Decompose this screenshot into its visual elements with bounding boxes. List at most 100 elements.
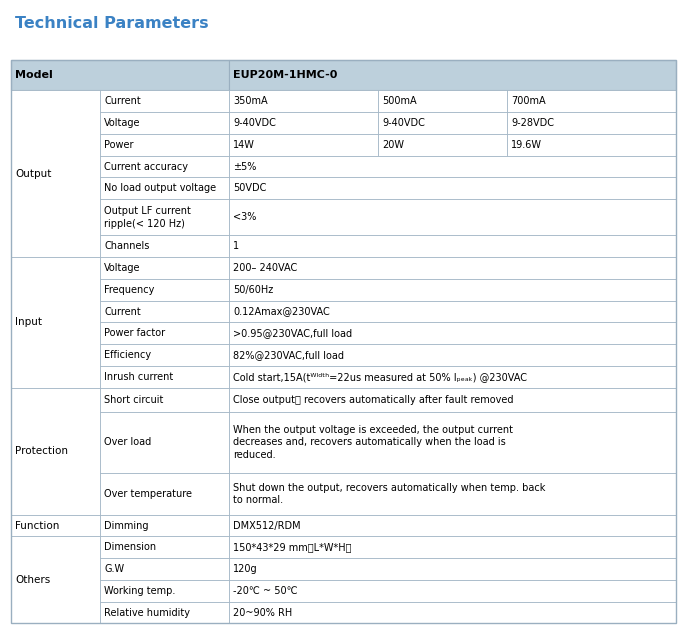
Text: Dimming: Dimming xyxy=(104,521,148,531)
Text: 200– 240VAC: 200– 240VAC xyxy=(234,263,297,273)
Text: Close output， recovers automatically after fault removed: Close output， recovers automatically aft… xyxy=(234,395,514,404)
Text: Shut down the output, recovers automatically when temp. back
to normal.: Shut down the output, recovers automatic… xyxy=(234,483,545,505)
Bar xyxy=(100,199,229,235)
Text: Cold start,15A(tᵂᴵᵈᵗʰ=22us measured at 50% Iₚₑₐₖ) @230VAC: Cold start,15A(tᵂᴵᵈᵗʰ=22us measured at 5… xyxy=(234,372,527,382)
Text: Dimension: Dimension xyxy=(104,542,157,552)
Text: 20W: 20W xyxy=(382,140,404,150)
Bar xyxy=(229,558,676,580)
Text: Channels: Channels xyxy=(104,241,150,251)
Bar xyxy=(229,112,378,134)
Bar xyxy=(11,515,100,536)
Text: 350mA: 350mA xyxy=(234,97,268,106)
Bar xyxy=(229,301,676,322)
Bar xyxy=(229,322,676,345)
Bar xyxy=(100,156,229,177)
Bar xyxy=(229,411,676,473)
Text: >0.95@230VAC,full load: >0.95@230VAC,full load xyxy=(234,328,352,338)
Text: Voltage: Voltage xyxy=(104,263,141,273)
Bar xyxy=(229,515,676,536)
Bar xyxy=(229,134,378,156)
Bar xyxy=(11,60,676,623)
Bar xyxy=(11,90,100,257)
Text: Short circuit: Short circuit xyxy=(104,395,164,404)
Text: EUP20M-1HMC-0: EUP20M-1HMC-0 xyxy=(234,70,337,80)
Bar xyxy=(100,257,229,279)
Bar xyxy=(229,366,676,387)
Bar xyxy=(229,387,676,411)
Text: Current accuracy: Current accuracy xyxy=(104,162,188,172)
Bar xyxy=(229,279,676,301)
Bar xyxy=(507,134,676,156)
Bar xyxy=(100,515,229,536)
Text: Function: Function xyxy=(15,521,60,531)
Bar xyxy=(229,199,676,235)
Bar xyxy=(100,411,229,473)
Bar xyxy=(378,112,507,134)
Bar xyxy=(229,345,676,366)
Bar xyxy=(100,322,229,345)
Bar xyxy=(100,134,229,156)
Text: 50/60Hz: 50/60Hz xyxy=(234,285,273,295)
Text: <3%: <3% xyxy=(234,212,257,222)
Text: Power factor: Power factor xyxy=(104,328,166,338)
Bar xyxy=(100,602,229,623)
Text: Protection: Protection xyxy=(15,446,68,456)
Text: Output LF current
ripple(< 120 Hz): Output LF current ripple(< 120 Hz) xyxy=(104,206,191,228)
Bar xyxy=(100,90,229,112)
Text: -20℃ ~ 50℃: -20℃ ~ 50℃ xyxy=(234,586,298,596)
Bar xyxy=(11,257,100,387)
Text: 20~90% RH: 20~90% RH xyxy=(234,608,293,618)
Bar xyxy=(229,60,676,90)
Bar xyxy=(100,580,229,602)
Text: Frequency: Frequency xyxy=(104,285,155,295)
Text: Current: Current xyxy=(104,307,141,317)
Text: 50VDC: 50VDC xyxy=(234,184,267,193)
Bar xyxy=(100,235,229,257)
Bar xyxy=(229,156,676,177)
Bar xyxy=(100,387,229,411)
Bar xyxy=(100,112,229,134)
Text: 0.12Amax@230VAC: 0.12Amax@230VAC xyxy=(234,307,330,317)
Text: Others: Others xyxy=(15,575,50,585)
Bar xyxy=(229,580,676,602)
Text: G.W: G.W xyxy=(104,564,124,574)
Text: 500mA: 500mA xyxy=(382,97,417,106)
Bar xyxy=(100,301,229,322)
Bar xyxy=(100,558,229,580)
Text: Relative humidity: Relative humidity xyxy=(104,608,190,618)
Bar xyxy=(100,536,229,558)
Text: When the output voltage is exceeded, the output current
decreases and, recovers : When the output voltage is exceeded, the… xyxy=(234,425,513,460)
Bar xyxy=(229,177,676,199)
Text: DMX512/RDM: DMX512/RDM xyxy=(234,521,301,531)
Bar xyxy=(229,536,676,558)
Text: Efficiency: Efficiency xyxy=(104,350,151,360)
Bar xyxy=(100,473,229,515)
Bar xyxy=(229,257,676,279)
Text: Technical Parameters: Technical Parameters xyxy=(15,16,209,32)
Text: Model: Model xyxy=(15,70,53,80)
Text: Power: Power xyxy=(104,140,134,150)
Bar xyxy=(100,345,229,366)
Text: Over load: Over load xyxy=(104,437,151,447)
Bar xyxy=(378,90,507,112)
Text: 9-40VDC: 9-40VDC xyxy=(382,118,425,128)
Text: 9-40VDC: 9-40VDC xyxy=(234,118,276,128)
Text: ±5%: ±5% xyxy=(234,162,257,172)
Text: Current: Current xyxy=(104,97,141,106)
Bar xyxy=(378,134,507,156)
Bar xyxy=(100,177,229,199)
Bar xyxy=(100,366,229,387)
Text: Input: Input xyxy=(15,317,42,327)
Bar xyxy=(507,112,676,134)
Bar xyxy=(229,602,676,623)
Bar xyxy=(11,60,229,90)
Bar xyxy=(100,279,229,301)
Text: Working temp.: Working temp. xyxy=(104,586,176,596)
Text: Inrush current: Inrush current xyxy=(104,372,174,382)
Text: 150*43*29 mm（L*W*H）: 150*43*29 mm（L*W*H） xyxy=(234,542,352,552)
Bar xyxy=(229,90,378,112)
Text: Voltage: Voltage xyxy=(104,118,141,128)
Text: 19.6W: 19.6W xyxy=(511,140,542,150)
Text: 14W: 14W xyxy=(234,140,255,150)
Text: Output: Output xyxy=(15,169,52,179)
